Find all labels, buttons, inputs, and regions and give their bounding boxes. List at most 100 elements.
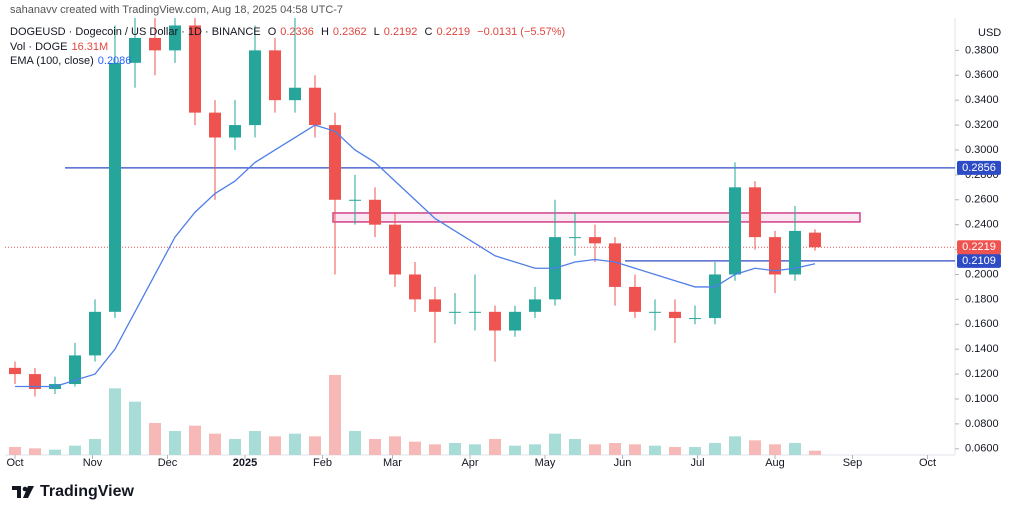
volume-bar	[149, 423, 161, 455]
zone	[332, 212, 861, 223]
volume-bar	[29, 448, 41, 455]
candle-body	[369, 199, 381, 225]
volume-bar	[129, 401, 141, 455]
volume-bar	[389, 436, 401, 455]
volume-bar	[469, 444, 481, 455]
candle-body	[309, 87, 321, 126]
volume-bar	[349, 431, 361, 455]
candle-body	[609, 243, 621, 287]
volume-bar	[689, 447, 701, 455]
candle-body	[129, 37, 141, 63]
candle-body	[349, 199, 361, 201]
candle-body	[489, 311, 501, 331]
ema-value: 0.2086	[97, 55, 132, 67]
x-tick-label: Jul	[690, 457, 704, 469]
change: −0.0131 (−5.57%)	[477, 26, 566, 38]
x-tick-label: Sep	[843, 457, 863, 469]
volume-bar	[529, 444, 541, 455]
candle-body	[9, 367, 21, 375]
candle-body	[249, 50, 261, 126]
y-tick-label: 0.1000	[965, 393, 999, 405]
volume-bar	[609, 443, 621, 455]
ema-line	[15, 124, 816, 388]
volume-bar	[9, 447, 21, 455]
candle-body	[569, 237, 581, 239]
x-tick-label: Oct	[919, 457, 936, 469]
y-tick-label: 0.2400	[965, 219, 999, 231]
candle-body	[729, 187, 741, 275]
volume-bar	[789, 443, 801, 455]
candle-body	[389, 224, 401, 275]
x-tick-label: Oct	[6, 457, 23, 469]
x-tick-label: Dec	[158, 457, 178, 469]
volume-bar	[89, 439, 101, 455]
candle-body	[509, 311, 521, 331]
level-tag	[957, 253, 1001, 268]
y-tick-label: 0.1600	[965, 318, 999, 330]
volume-value: 16.31M	[71, 41, 109, 53]
h-label: H	[320, 26, 329, 38]
volume-bar	[589, 444, 601, 455]
x-tick-label: May	[535, 457, 556, 469]
candle-body	[749, 187, 761, 238]
legend-symbol: DOGEUSD · Dogecoin / US Dollar · 1D · BI…	[10, 26, 569, 38]
footer: TradingView	[12, 483, 134, 501]
y-tick-label: 0.0600	[965, 443, 999, 455]
y-tick-label: 0.3200	[965, 119, 999, 131]
x-tick-label: Mar	[383, 457, 402, 469]
candle-body	[469, 311, 481, 313]
volume-name: Vol · DOGE	[10, 41, 68, 53]
volume-bar	[489, 439, 501, 455]
y-unit: USD	[978, 27, 1001, 39]
c-value: 0.2219	[436, 26, 471, 38]
y-tick-label: 0.2600	[965, 194, 999, 206]
volume-bar	[769, 444, 781, 455]
candle-body	[109, 62, 121, 312]
candle-body	[809, 232, 821, 248]
y-tick-label: 0.2000	[965, 268, 999, 280]
y-tick-label: 0.3600	[965, 69, 999, 81]
volume-bar	[549, 433, 561, 455]
o-value: 0.2336	[280, 26, 314, 38]
volume-bar	[369, 439, 381, 455]
x-tick-label: 2025	[233, 457, 257, 469]
brand: TradingView	[40, 483, 134, 500]
volume-bar	[189, 425, 201, 455]
candle-body	[669, 311, 681, 319]
plot	[5, 18, 955, 455]
candle-body	[689, 318, 701, 320]
candle-body	[709, 274, 721, 319]
volume-bar	[109, 388, 121, 455]
credit: sahanavv created with TradingView.com, A…	[10, 4, 344, 16]
candle-body	[169, 25, 181, 51]
volume-bar	[49, 449, 61, 455]
candle-body	[289, 87, 301, 101]
y-tick-label: 0.1400	[965, 343, 999, 355]
last-price-tag	[957, 240, 1001, 255]
candle-body	[209, 112, 221, 138]
volume-bar	[449, 443, 461, 455]
level-label: 0.2856	[962, 162, 996, 174]
candle-body	[529, 299, 541, 312]
y-tick-label: 0.3400	[965, 94, 999, 106]
x-tick-label: Apr	[461, 457, 478, 469]
level-label: 0.2109	[962, 255, 996, 267]
candle-body	[589, 237, 601, 244]
candle-body	[29, 374, 41, 390]
axes: 0.0600 0.0800 0.1000 0.1200 0.1400 0.1600 0.18…	[6, 44, 1001, 469]
volume-bar	[629, 444, 641, 455]
level-tag	[957, 160, 1001, 175]
volume-bar	[709, 443, 721, 455]
volume-bar	[729, 436, 741, 455]
volume-bar	[509, 445, 521, 455]
logo	[12, 486, 34, 498]
l-label: L	[373, 26, 380, 38]
ema-name: EMA (100, close)	[10, 55, 94, 67]
volume-bar	[409, 441, 421, 455]
volume-bar	[229, 439, 241, 455]
volume-bar	[749, 440, 761, 455]
volume-bar	[309, 436, 321, 455]
symbol: DOGEUSD · Dogecoin / US Dollar · 1D · BI…	[10, 26, 261, 38]
legend-ema: EMA (100, close) 0.2086	[10, 55, 135, 67]
